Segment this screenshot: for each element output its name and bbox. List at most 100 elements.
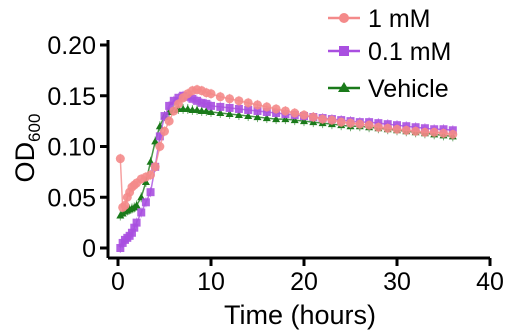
- point-1mm: [155, 142, 165, 151]
- legend-item-1mM: 1 mM: [328, 5, 431, 33]
- point-01mm: [253, 106, 262, 115]
- point-01mm: [169, 96, 178, 105]
- point-vehicle: [272, 115, 281, 123]
- point-01mm: [244, 105, 253, 114]
- point-01mm: [132, 218, 141, 227]
- point-1mm: [115, 154, 125, 164]
- point-1mm: [299, 110, 309, 120]
- point-1mm: [280, 106, 290, 116]
- point-1mm: [146, 170, 156, 180]
- point-vehicle: [262, 114, 271, 122]
- point-1mm: [262, 102, 272, 112]
- series-layer: [115, 84, 458, 253]
- legend-marker-vehicle: [338, 82, 350, 92]
- point-vehicle: [151, 137, 160, 145]
- point-vehicle: [193, 105, 202, 113]
- point-1mm: [401, 125, 411, 135]
- point-1mm: [355, 119, 365, 129]
- point-1mm: [373, 122, 383, 132]
- point-vehicle: [234, 111, 243, 119]
- point-01mm: [116, 244, 125, 252]
- point-vehicle: [202, 106, 211, 114]
- legend-label-vehicle: Vehicle: [368, 75, 449, 103]
- point-1mm: [253, 100, 262, 110]
- point-01mm: [127, 228, 136, 237]
- point-1mm: [346, 118, 355, 128]
- point-01mm: [174, 93, 183, 102]
- x-tick-label-4: 40: [476, 268, 504, 296]
- y-tick-label-3: 0.15: [47, 83, 96, 111]
- y-tick-label-0: 0: [82, 235, 96, 263]
- legend-label-1mM: 1 mM: [368, 5, 431, 33]
- point-1mm: [411, 126, 421, 136]
- point-01mm: [193, 96, 202, 105]
- point-01mm: [225, 103, 234, 112]
- point-1mm: [290, 108, 300, 118]
- point-1mm: [173, 99, 183, 109]
- legend-item-vehicle: Vehicle: [328, 75, 449, 103]
- point-vehicle: [207, 107, 215, 115]
- point-01mm: [262, 107, 271, 116]
- point-01mm: [188, 94, 197, 103]
- point-1mm: [318, 114, 328, 124]
- point-1mm: [429, 127, 439, 137]
- x-tick-label-0: 0: [111, 268, 125, 296]
- point-01mm: [216, 102, 225, 111]
- y-axis-ticks: 0 0.05 0.10 0.15 0.20: [47, 32, 108, 263]
- x-axis-ticks: 0 10 20 30 40: [111, 258, 504, 296]
- point-vehicle: [225, 110, 234, 118]
- point-1mm: [364, 120, 374, 130]
- point-01mm: [165, 101, 174, 110]
- point-vehicle: [216, 109, 225, 117]
- legend-label-0.1mM: 0.1 mM: [368, 38, 451, 66]
- point-1mm: [439, 128, 448, 138]
- point-1mm: [160, 126, 169, 136]
- legend: 1 mM 0.1 mM Vehicle: [328, 5, 451, 103]
- point-1mm: [164, 116, 174, 126]
- point-1mm: [336, 117, 346, 127]
- point-01mm: [234, 104, 243, 113]
- series-1mm: [115, 84, 458, 213]
- point-1mm: [271, 104, 281, 114]
- point-1mm: [448, 129, 458, 139]
- point-1mm: [308, 112, 318, 122]
- point-1mm: [234, 96, 244, 106]
- x-tick-label-2: 20: [290, 268, 318, 296]
- point-01mm: [202, 99, 211, 108]
- point-1mm: [206, 89, 216, 99]
- point-1mm: [243, 98, 253, 108]
- point-01mm: [197, 98, 206, 107]
- y-axis-title-main: OD: [10, 142, 40, 183]
- point-vehicle: [244, 112, 253, 120]
- point-01mm: [207, 101, 215, 110]
- point-01mm: [155, 132, 164, 141]
- point-1mm: [420, 127, 430, 137]
- point-01mm: [160, 112, 169, 121]
- legend-item-0.1mM: 0.1 mM: [328, 38, 451, 66]
- point-1mm: [169, 106, 179, 116]
- point-01mm: [130, 223, 139, 232]
- point-01mm: [141, 198, 150, 207]
- x-axis-title: Time (hours): [224, 300, 376, 330]
- x-tick-label-1: 10: [197, 268, 225, 296]
- point-01mm: [146, 188, 155, 197]
- y-tick-label-1: 0.05: [47, 184, 96, 212]
- point-1mm: [215, 92, 225, 102]
- point-vehicle: [253, 113, 262, 121]
- point-vehicle: [132, 201, 141, 209]
- y-tick-label-2: 0.10: [47, 134, 96, 162]
- point-1mm: [383, 123, 393, 133]
- point-1mm: [150, 162, 160, 172]
- legend-marker-1mM: [339, 13, 349, 23]
- point-1mm: [327, 115, 337, 125]
- y-axis-title: OD600: [10, 114, 44, 183]
- point-01mm: [137, 208, 146, 217]
- x-tick-label-3: 30: [383, 268, 411, 296]
- point-1mm: [225, 94, 235, 104]
- point-vehicle: [183, 104, 192, 112]
- y-axis-title-subscript: 600: [25, 114, 44, 142]
- point-1mm: [392, 124, 402, 134]
- y-tick-label-4: 0.20: [47, 32, 96, 60]
- point-1mm: [120, 200, 130, 210]
